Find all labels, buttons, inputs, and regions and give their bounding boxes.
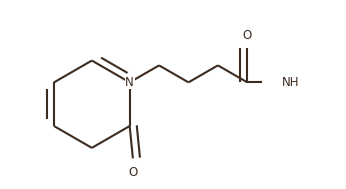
Text: O: O xyxy=(128,167,137,180)
Text: O: O xyxy=(243,29,252,42)
Text: NH: NH xyxy=(282,76,300,89)
Text: N: N xyxy=(125,76,134,89)
